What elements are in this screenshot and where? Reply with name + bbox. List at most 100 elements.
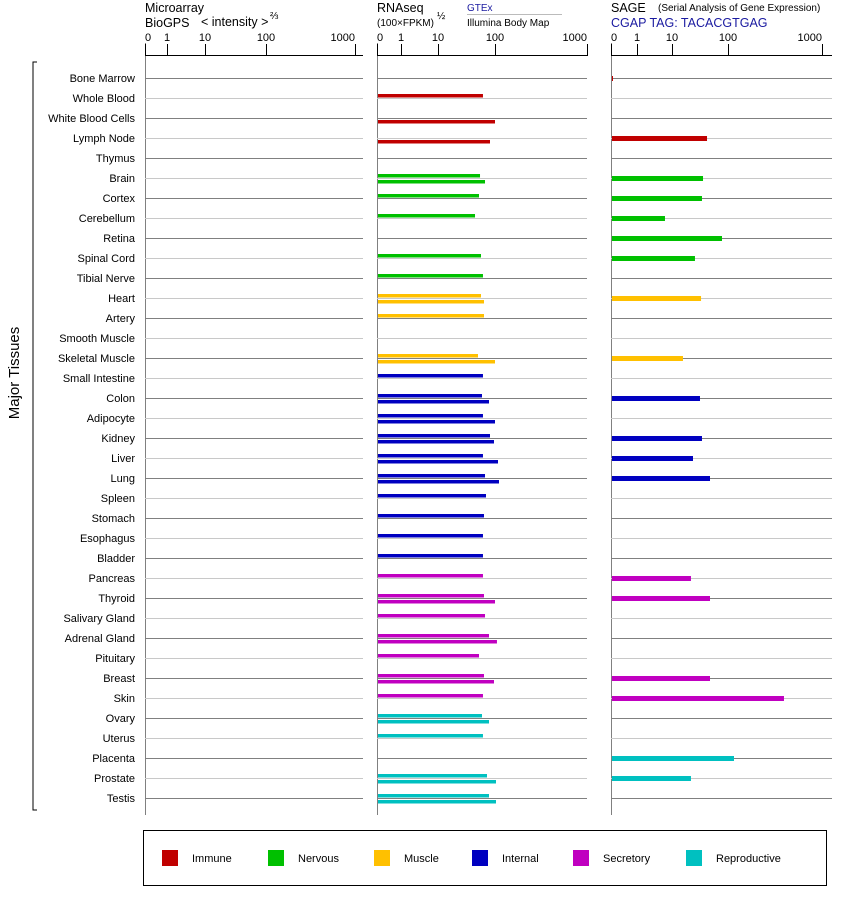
tissue-label: Kidney bbox=[101, 433, 135, 445]
legend-label: Internal bbox=[502, 853, 539, 865]
major-tissues-label: Major Tissues bbox=[6, 327, 23, 420]
tissue-label: Lymph Node bbox=[73, 133, 135, 145]
tissue-label: Liver bbox=[111, 453, 135, 465]
gtex-bar bbox=[378, 374, 483, 378]
major-tissues-bracket bbox=[32, 61, 37, 811]
tissue-label: Esophagus bbox=[80, 533, 136, 545]
gtex-bar bbox=[378, 554, 483, 558]
x-tick-label: 1 bbox=[398, 32, 404, 44]
legend-swatch-secretory bbox=[573, 850, 589, 866]
tissue-label: Small Intestine bbox=[63, 373, 135, 385]
gtex-bar bbox=[378, 774, 488, 778]
illumina-bar bbox=[378, 440, 494, 444]
rnaseq-scale-exp: ½ bbox=[437, 11, 446, 22]
x-tick-label: 0 bbox=[611, 32, 617, 44]
tissue-label: Uterus bbox=[103, 733, 136, 745]
tissue-label: Smooth Muscle bbox=[59, 333, 135, 345]
sage-bar bbox=[612, 596, 710, 601]
illumina-bar bbox=[378, 780, 496, 784]
tissue-label: Thymus bbox=[96, 153, 136, 165]
biogps-label: BioGPS bbox=[145, 16, 189, 30]
x-tick-label: 0 bbox=[377, 32, 383, 44]
x-tick-label: 10 bbox=[666, 32, 678, 44]
sage-bar bbox=[612, 576, 691, 581]
gtex-bar bbox=[378, 534, 483, 538]
panel-0: 0 1 10 100 1000 bbox=[145, 32, 363, 815]
x-tick-label: 1000 bbox=[331, 32, 355, 44]
tissue-label: Ovary bbox=[106, 713, 136, 725]
tissue-label: Placenta bbox=[92, 753, 136, 765]
illumina-bar bbox=[378, 360, 495, 364]
gtex-bar bbox=[378, 654, 480, 658]
gtex-bar bbox=[378, 614, 486, 618]
x-tick-label: 100 bbox=[257, 32, 275, 44]
tissue-label: Spleen bbox=[101, 493, 135, 505]
illumina-bar bbox=[378, 480, 499, 484]
x-tick-label: 100 bbox=[486, 32, 504, 44]
tissue-label: White Blood Cells bbox=[48, 113, 135, 125]
sage-bar bbox=[612, 236, 722, 241]
gtex-bar bbox=[378, 274, 483, 278]
illumina-bar bbox=[378, 120, 495, 124]
legend-swatch-internal bbox=[472, 850, 488, 866]
illumina-legend-label: Illumina Body Map bbox=[467, 18, 550, 29]
tissue-label: Spinal Cord bbox=[78, 253, 135, 265]
gtex-bar bbox=[378, 714, 482, 718]
tissue-label: Brain bbox=[109, 173, 135, 185]
gtex-bar bbox=[378, 794, 490, 798]
tissue-label: Adrenal Gland bbox=[65, 633, 135, 645]
illumina-bar bbox=[378, 400, 490, 404]
tissue-label: Cortex bbox=[103, 193, 136, 205]
sage-bar bbox=[612, 776, 691, 781]
legend-swatch-nervous bbox=[268, 850, 284, 866]
illumina-bar bbox=[378, 800, 496, 804]
microarray-scale-label: < intensity > bbox=[201, 15, 268, 29]
legend-label: Muscle bbox=[404, 853, 439, 865]
tissue-label: Thyroid bbox=[98, 593, 135, 605]
sage-bar bbox=[612, 436, 702, 441]
illumina-bar bbox=[378, 420, 495, 424]
sage-bar bbox=[612, 296, 702, 301]
gtex-bar bbox=[378, 354, 478, 358]
gtex-bar bbox=[378, 494, 486, 498]
sage-bar bbox=[612, 756, 734, 761]
tissue-label: Breast bbox=[103, 673, 135, 685]
gtex-bar bbox=[378, 94, 483, 98]
sage-tag-link[interactable]: CGAP TAG: TACACGTGAG bbox=[611, 16, 768, 30]
illumina-bar bbox=[378, 600, 495, 604]
x-tick-label: 1000 bbox=[798, 32, 822, 44]
sage-subtitle: (Serial Analysis of Gene Expression) bbox=[658, 3, 820, 14]
illumina-bar bbox=[378, 180, 486, 184]
sage-bar bbox=[612, 216, 665, 221]
gtex-bar bbox=[378, 194, 480, 198]
sage-bar bbox=[612, 76, 613, 81]
illumina-bar bbox=[378, 720, 490, 724]
illumina-bar bbox=[378, 140, 490, 144]
legend-box bbox=[143, 830, 827, 886]
legend-swatch-immune bbox=[162, 850, 178, 866]
tissue-label: Bone Marrow bbox=[70, 73, 135, 85]
illumina-bar bbox=[378, 300, 484, 304]
tissue-label: Tibial Nerve bbox=[77, 273, 135, 285]
gtex-bar bbox=[378, 574, 483, 578]
sage-bar bbox=[612, 476, 710, 481]
tissue-label: Adipocyte bbox=[87, 413, 135, 425]
legend-label: Secretory bbox=[603, 853, 651, 865]
gtex-bar bbox=[378, 474, 486, 478]
gtex-bar bbox=[378, 594, 484, 598]
gtex-bar bbox=[378, 514, 484, 518]
gtex-bar bbox=[378, 394, 482, 398]
tissue-label: Skeletal Muscle bbox=[58, 353, 135, 365]
sage-bar bbox=[612, 136, 708, 141]
tissue-label: Lung bbox=[111, 473, 135, 485]
sage-title: SAGE bbox=[611, 1, 646, 15]
x-tick-label: 10 bbox=[432, 32, 444, 44]
gtex-bar bbox=[378, 634, 490, 638]
sage-bar bbox=[612, 356, 683, 361]
illumina-bar bbox=[378, 680, 494, 684]
x-tick-label: 10 bbox=[199, 32, 211, 44]
gtex-bar bbox=[378, 174, 481, 178]
gtex-bar bbox=[378, 454, 483, 458]
gtex-legend-label[interactable]: GTEx bbox=[467, 3, 493, 14]
sage-bar bbox=[612, 196, 702, 201]
